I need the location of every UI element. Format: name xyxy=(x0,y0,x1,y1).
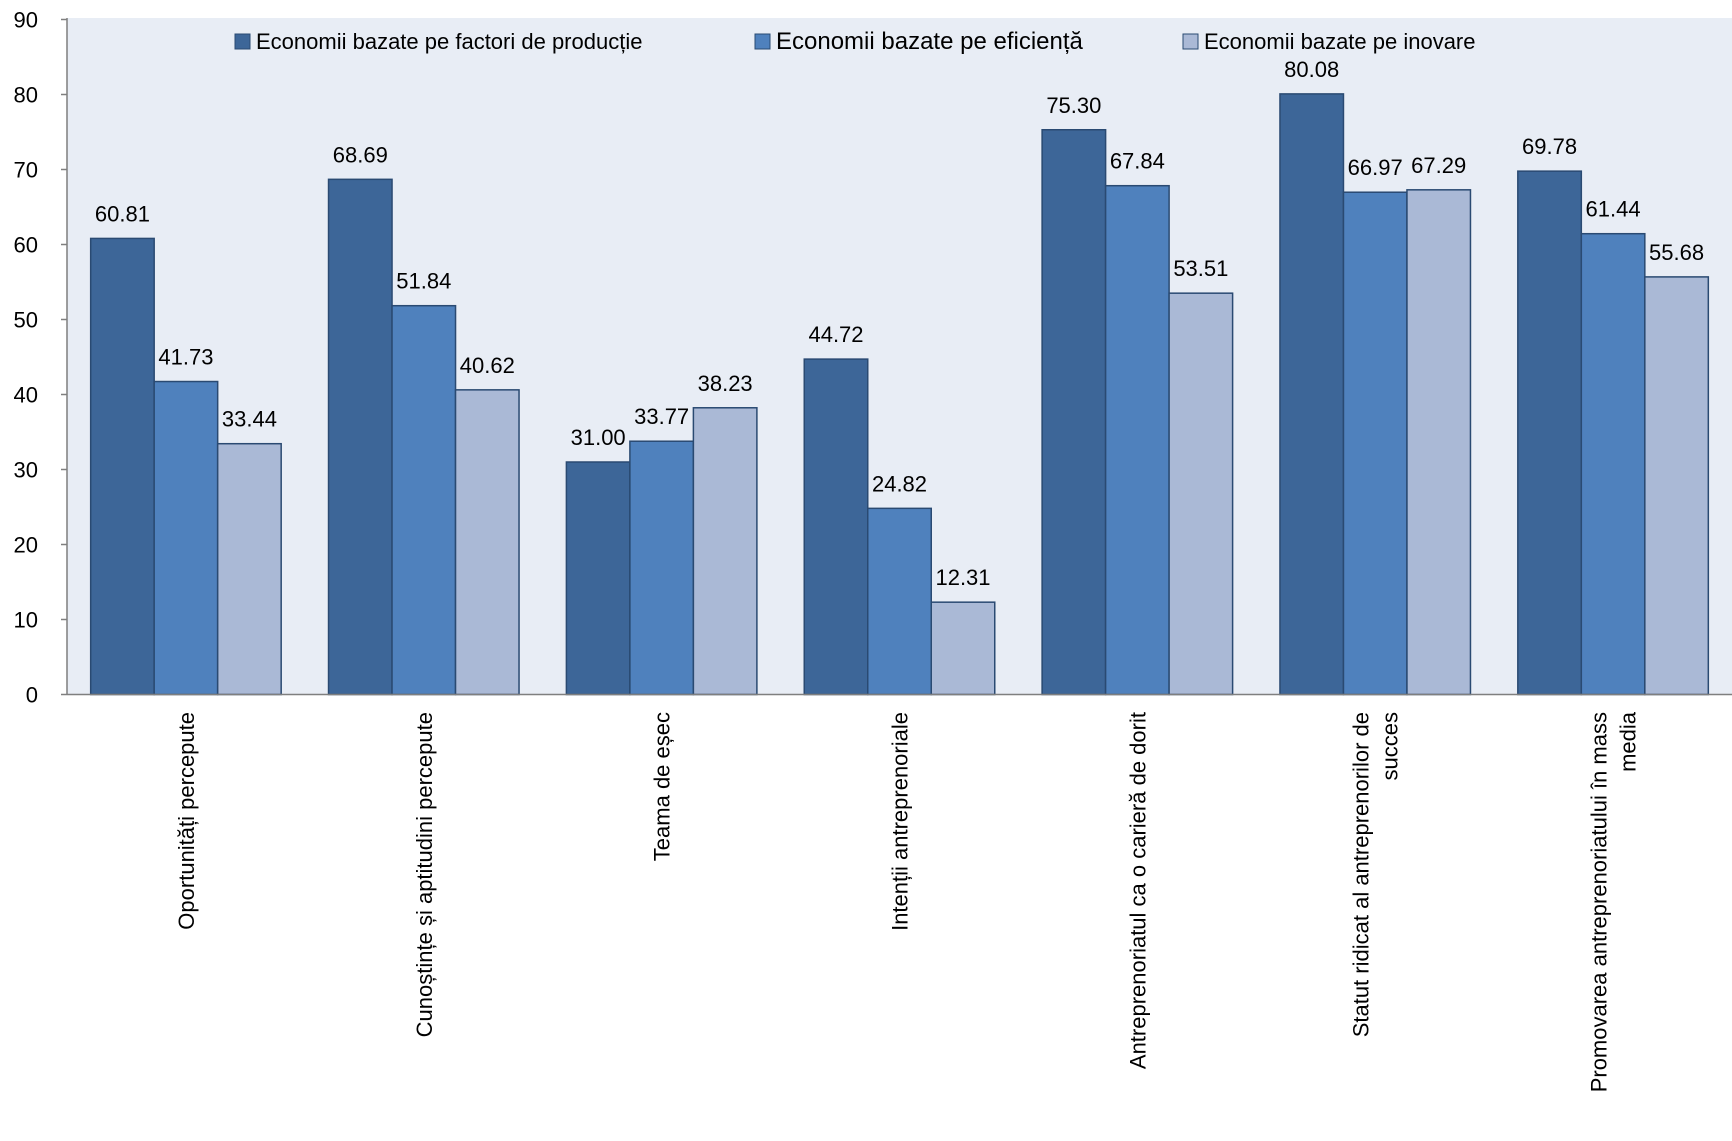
bar-2-cat-6 xyxy=(1342,191,1408,696)
bar-2-cat-1 xyxy=(153,380,219,696)
legend-swatch xyxy=(754,33,771,50)
data-labels-layer: 60.81 41.73 33.44 68.69 51.84 40.62 31.00 33.77… xyxy=(95,57,1704,590)
category-label: Teama de eșec xyxy=(650,712,675,861)
data-label: 12.31 xyxy=(935,565,990,590)
y-tick-label: 20 xyxy=(14,533,38,558)
bar-2-cat-5 xyxy=(1104,184,1170,696)
bar-1-cat-5 xyxy=(1041,129,1107,696)
bar-1-cat-7 xyxy=(1517,170,1583,696)
bar-2-cat-3 xyxy=(629,440,695,696)
y-axis-ticks: 0 10 20 30 40 50 60 70 80 90 xyxy=(14,8,67,708)
y-tick-label: 40 xyxy=(14,383,38,408)
bar-3-cat-4 xyxy=(930,601,996,696)
data-label: 80.08 xyxy=(1284,57,1339,82)
data-label: 40.62 xyxy=(460,353,515,378)
legend: Economii bazate pe factori de producție E… xyxy=(234,28,1476,55)
category-label: Antreprenoriatul ca o carieră de dorit xyxy=(1125,712,1150,1069)
bars-layer xyxy=(89,93,1710,696)
legend-label: Economii bazate pe inovare xyxy=(1204,29,1476,54)
y-tick-label: 70 xyxy=(14,158,38,183)
data-label: 33.77 xyxy=(634,404,689,429)
legend-label: Economii bazate pe eficiență xyxy=(776,28,1084,55)
category-label: Cunoștințe și aptitudini percepute xyxy=(412,712,437,1037)
y-tick-label: 10 xyxy=(14,608,38,633)
y-tick-label: 80 xyxy=(14,83,38,108)
data-label: 61.44 xyxy=(1586,197,1641,222)
category-label: Oportunități percepute xyxy=(174,712,199,930)
bar-1-cat-1 xyxy=(89,237,155,696)
data-label: 38.23 xyxy=(698,371,753,396)
data-label: 67.29 xyxy=(1411,153,1466,178)
data-label: 75.30 xyxy=(1046,93,1101,118)
legend-label: Economii bazate pe factori de producție xyxy=(256,29,642,54)
y-tick-label: 50 xyxy=(14,308,38,333)
data-label: 69.78 xyxy=(1522,134,1577,159)
data-label: 33.44 xyxy=(222,407,277,432)
data-label: 31.00 xyxy=(571,425,626,450)
data-label: 44.72 xyxy=(808,322,863,347)
bar-1-cat-6 xyxy=(1279,93,1345,696)
x-axis-categories: Oportunități percepute Cunoștințe și apti… xyxy=(174,711,1641,1092)
data-label: 24.82 xyxy=(872,471,927,496)
bar-3-cat-1 xyxy=(216,442,282,696)
category-label: Statut ridicat al antreprenorilor de xyxy=(1349,712,1374,1037)
bar-3-cat-3 xyxy=(692,407,758,696)
bar-1-cat-2 xyxy=(327,178,393,696)
bar-1-cat-3 xyxy=(565,461,631,696)
bar-3-cat-6 xyxy=(1406,189,1472,696)
bar-3-cat-2 xyxy=(454,389,520,696)
bar-1-cat-4 xyxy=(803,358,869,696)
bar-3-cat-7 xyxy=(1644,276,1710,696)
y-tick-label: 90 xyxy=(14,8,38,33)
bar-3-cat-5 xyxy=(1168,292,1234,696)
legend-swatch xyxy=(234,33,251,50)
data-label: 68.69 xyxy=(333,142,388,167)
y-tick-label: 60 xyxy=(14,233,38,258)
y-tick-label: 30 xyxy=(14,458,38,483)
data-label: 41.73 xyxy=(158,345,213,370)
category-label: media xyxy=(1616,711,1641,772)
data-label: 55.68 xyxy=(1649,240,1704,265)
bar-2-cat-2 xyxy=(391,304,457,696)
category-label: succes xyxy=(1378,712,1403,780)
data-label: 51.84 xyxy=(396,269,451,294)
data-label: 60.81 xyxy=(95,201,150,226)
bar-2-cat-4 xyxy=(867,507,932,696)
y-tick-label: 0 xyxy=(26,683,38,708)
category-label: Intenții antreprenoriale xyxy=(888,712,913,931)
category-label: Promovarea antreprenoriatului în mass xyxy=(1587,712,1612,1092)
data-label: 67.84 xyxy=(1110,149,1165,174)
data-label: 53.51 xyxy=(1173,256,1228,281)
legend-swatch xyxy=(1182,33,1199,50)
bar-2-cat-7 xyxy=(1580,232,1646,696)
data-label: 66.97 xyxy=(1348,155,1403,180)
